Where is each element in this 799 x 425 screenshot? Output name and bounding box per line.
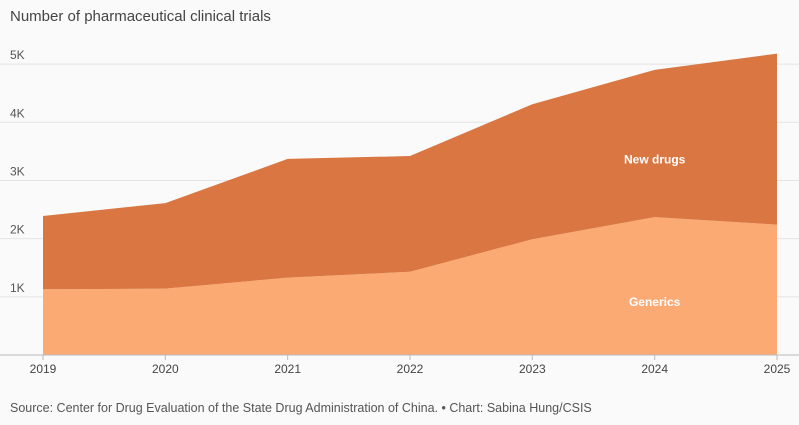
y-tick-label: 2K xyxy=(10,223,25,237)
area-series xyxy=(43,53,777,355)
x-tick-label: 2022 xyxy=(397,362,424,376)
y-tick-label: 5K xyxy=(10,48,25,62)
x-tick-label: 2021 xyxy=(274,362,301,376)
chart-title: Number of pharmaceutical clinical trials xyxy=(10,8,271,25)
y-tick-label: 1K xyxy=(10,281,25,295)
x-tick-label: 2020 xyxy=(152,362,179,376)
axes: 1K 2K 3K 4K 5K 2019 2020 2021 2022 2023 2024 2025 xyxy=(0,48,799,376)
y-tick-label: 3K xyxy=(10,164,25,178)
x-tick-label: 2025 xyxy=(764,362,791,376)
series-label: New drugs xyxy=(624,153,686,167)
series-labels: Generics New drugs xyxy=(624,153,686,310)
area-generics xyxy=(43,217,777,355)
x-tick-label: 2019 xyxy=(30,362,57,376)
series-label: Generics xyxy=(629,295,681,309)
area-new-drugs xyxy=(43,53,777,290)
source-footer: Source: Center for Drug Evaluation of th… xyxy=(10,401,592,415)
y-tick-label: 4K xyxy=(10,106,25,120)
x-tick-label: 2024 xyxy=(641,362,668,376)
x-tick-label: 2023 xyxy=(519,362,546,376)
